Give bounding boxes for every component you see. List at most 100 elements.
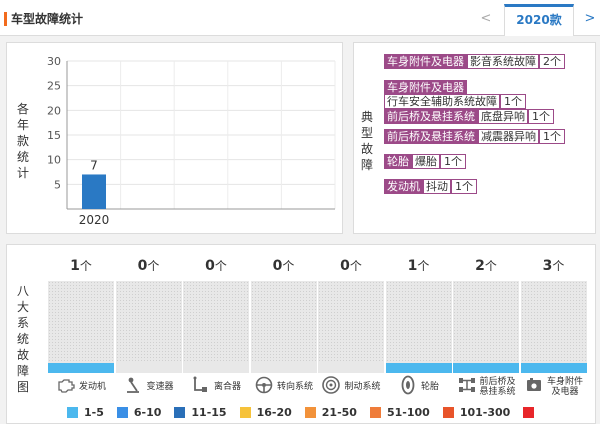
system-name-row: 转向系统 xyxy=(251,373,317,401)
system-count: 1个 xyxy=(386,255,452,279)
system-name: 制动系统 xyxy=(344,382,381,392)
system-count-unit: 个 xyxy=(484,259,497,273)
fault-count: 1个 xyxy=(451,179,477,194)
system-name: 轮胎 xyxy=(420,382,439,392)
system-name: 车身附件及电器 xyxy=(547,377,584,397)
system-count-value: 0 xyxy=(205,258,215,274)
system-fault-area xyxy=(250,281,317,363)
system-name-row: 车身附件及电器 xyxy=(521,373,587,401)
system-count-unit: 个 xyxy=(282,259,295,273)
system-count-unit: 个 xyxy=(214,259,227,273)
system-count-unit: 个 xyxy=(349,259,362,273)
system-count: 3个 xyxy=(521,255,587,279)
eight-systems-label: 八大系统故障图 xyxy=(16,284,29,394)
system-fault-area xyxy=(453,281,519,363)
legend-item: 11-15 xyxy=(174,406,227,419)
system-column[interactable]: 0个制动系统 xyxy=(318,255,384,395)
system-count-unit: 个 xyxy=(147,259,160,273)
y-tick-label: 20 xyxy=(47,104,61,117)
tab-year-2020[interactable]: 2020款 xyxy=(504,4,574,36)
fault-count: 2个 xyxy=(539,54,565,69)
system-count-value: 1 xyxy=(407,258,418,274)
legend-label: 16-20 xyxy=(256,406,292,419)
prev-year-button[interactable]: < xyxy=(480,11,492,26)
legend-label: 21-50 xyxy=(321,406,357,419)
legend-item: 21-50 xyxy=(304,406,357,419)
fault-category: 车身附件及电器 xyxy=(384,80,467,95)
header-bar: 车型故障统计 < 2020款 > xyxy=(0,0,600,36)
system-severity-bar xyxy=(183,363,249,373)
system-severity-bar xyxy=(318,363,384,373)
system-name: 前后桥及悬挂系统 xyxy=(479,377,516,397)
system-column[interactable]: 1个 发动机 xyxy=(48,255,114,395)
title-accent-bar xyxy=(4,12,7,26)
next-year-button[interactable]: > xyxy=(584,11,596,26)
fault-item[interactable]: 轮胎 爆胎 1个 xyxy=(384,154,589,169)
fault-symptom: 底盘异响 xyxy=(478,109,528,124)
legend-item: 1-5 xyxy=(67,406,104,419)
system-severity-bar xyxy=(453,363,519,373)
eight-systems-panel: 八大系统故障图 1个 发动机 0个 变速器 0个 离合器 0个 转向系统 0个 制动系统 1个 轮胎 2… xyxy=(6,244,596,424)
system-fault-area xyxy=(183,281,249,363)
system-count-value: 0 xyxy=(272,258,283,274)
system-column[interactable]: 2个前后桥及悬挂系统 xyxy=(453,255,519,397)
legend-swatch xyxy=(174,407,186,418)
y-tick-label: 25 xyxy=(47,80,61,93)
fault-item[interactable]: 前后桥及悬挂系统 减震器异响 1个 xyxy=(384,129,589,144)
system-name-row: 制动系统 xyxy=(318,373,384,401)
system-severity-bar xyxy=(520,363,587,373)
typical-faults-label: 典型故障 xyxy=(360,110,373,172)
system-count: 0个 xyxy=(318,255,384,279)
legend-item: 101-300 xyxy=(442,406,511,419)
fault-item[interactable]: 车身附件及电器 xyxy=(384,80,589,95)
fault-symptom: 抖动 xyxy=(423,179,451,194)
system-column[interactable]: 3个车身附件及电器 xyxy=(520,255,587,397)
legend-item: 6-10 xyxy=(116,406,161,419)
fault-category: 轮胎 xyxy=(384,154,412,169)
system-count-value: 0 xyxy=(137,258,148,274)
legend-swatch xyxy=(67,407,78,418)
system-count: 2个 xyxy=(453,255,519,279)
fault-subcategory: 行车安全辅助系统故障 xyxy=(384,94,500,109)
y-tick-label: 5 xyxy=(54,178,61,191)
system-column[interactable]: 0个 离合器 xyxy=(183,255,249,395)
tire-icon xyxy=(398,375,418,399)
legend-label: 51-100 xyxy=(386,406,430,419)
legend-label: 101-300 xyxy=(459,406,511,419)
y-tick-label: 30 xyxy=(47,55,61,68)
system-name-row: 轮胎 xyxy=(386,373,452,401)
system-count: 0个 xyxy=(251,255,317,279)
data-label: 7 xyxy=(90,158,98,172)
system-severity-bar xyxy=(250,363,317,373)
system-name-row: 前后桥及悬挂系统 xyxy=(453,373,519,401)
y-tick-label: 15 xyxy=(47,129,61,142)
legend-item: 16-20 xyxy=(239,406,292,419)
system-name-row: 变速器 xyxy=(116,373,182,401)
system-column[interactable]: 1个轮胎 xyxy=(385,255,452,395)
fault-count: 1个 xyxy=(539,129,565,144)
legend-swatch xyxy=(523,407,535,418)
system-count-unit: 个 xyxy=(552,259,565,273)
bar xyxy=(82,174,106,209)
severity-legend: 1-5 6-10 11-15 16-20 21-50 51-100 101-30… xyxy=(67,406,553,419)
fault-item[interactable]: 前后桥及悬挂系统 底盘异响 1个 xyxy=(384,109,589,124)
fault-count: 1个 xyxy=(440,154,466,169)
system-column[interactable]: 0个 变速器 xyxy=(115,255,182,395)
fault-symptom: 爆胎 xyxy=(412,154,440,169)
fault-item[interactable]: 车身附件及电器 影音系统故障 2个 xyxy=(384,54,589,69)
system-count-value: 0 xyxy=(340,258,350,274)
fault-item[interactable]: 发动机 抖动 1个 xyxy=(384,179,589,194)
system-fault-area xyxy=(48,281,114,363)
legend-swatch xyxy=(239,407,251,418)
fault-category: 前后桥及悬挂系统 xyxy=(384,109,478,124)
system-count: 0个 xyxy=(116,255,182,279)
system-column[interactable]: 0个 转向系统 xyxy=(250,255,317,395)
fault-item[interactable]: 行车安全辅助系统故障 1个 xyxy=(384,94,589,109)
legend-item: 51-100 xyxy=(369,406,430,419)
system-name-row: 离合器 xyxy=(183,373,249,401)
system-count: 1个 xyxy=(48,255,114,279)
year-stats-panel: 各年款统计 5 10 15 20 25 30 7 2020 xyxy=(6,42,343,234)
system-count-value: 2 xyxy=(475,258,485,274)
car-body-icon xyxy=(524,375,544,399)
fault-count: 1个 xyxy=(500,94,526,109)
